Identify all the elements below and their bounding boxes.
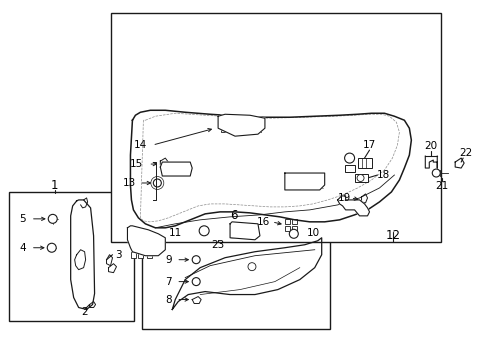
Bar (110, 13, 440, 242)
Circle shape (431, 169, 439, 177)
Bar (291, 226, 297, 231)
Text: 15: 15 (129, 159, 143, 169)
Text: 19: 19 (337, 193, 350, 203)
Circle shape (289, 229, 298, 238)
Polygon shape (337, 196, 369, 216)
Polygon shape (153, 162, 156, 200)
Bar (9, 192, 134, 321)
Bar (142, 222, 329, 329)
Text: 11: 11 (168, 228, 182, 238)
Text: 7: 7 (164, 276, 171, 287)
Text: 9: 9 (164, 255, 171, 265)
Polygon shape (172, 238, 321, 310)
Circle shape (153, 179, 161, 187)
Text: 5: 5 (20, 214, 26, 224)
Text: 10: 10 (306, 228, 320, 238)
Polygon shape (218, 114, 264, 136)
Bar (357, 158, 371, 168)
Text: 20: 20 (424, 141, 437, 151)
Text: 6: 6 (230, 210, 237, 222)
Bar (291, 219, 297, 224)
Bar (147, 252, 152, 258)
Circle shape (48, 214, 57, 223)
Polygon shape (160, 162, 192, 176)
Text: 12: 12 (385, 229, 400, 242)
Circle shape (192, 256, 200, 264)
Circle shape (199, 226, 209, 236)
Text: 14: 14 (134, 140, 147, 150)
Bar (138, 252, 143, 258)
Polygon shape (130, 110, 410, 228)
Text: 2: 2 (81, 307, 88, 318)
Text: 17: 17 (362, 140, 375, 150)
Bar (131, 252, 136, 258)
Circle shape (47, 243, 56, 252)
Text: 16: 16 (257, 217, 270, 227)
Circle shape (247, 263, 255, 271)
Bar (285, 219, 290, 224)
Text: 13: 13 (122, 178, 136, 188)
Text: 3: 3 (115, 250, 122, 260)
Text: 8: 8 (164, 294, 171, 305)
Polygon shape (71, 200, 94, 310)
Circle shape (344, 153, 354, 163)
Text: 4: 4 (20, 243, 26, 253)
Polygon shape (285, 173, 324, 190)
Polygon shape (127, 226, 165, 256)
Bar (285, 226, 290, 231)
Text: 23: 23 (211, 240, 224, 250)
Bar (354, 174, 367, 182)
Circle shape (192, 278, 200, 285)
Text: 1: 1 (51, 180, 59, 193)
Text: 22: 22 (459, 148, 472, 158)
Polygon shape (229, 222, 260, 240)
Text: 21: 21 (435, 181, 448, 191)
Bar (344, 165, 354, 172)
Bar (221, 118, 261, 132)
Text: 18: 18 (376, 170, 389, 180)
Circle shape (356, 175, 363, 181)
